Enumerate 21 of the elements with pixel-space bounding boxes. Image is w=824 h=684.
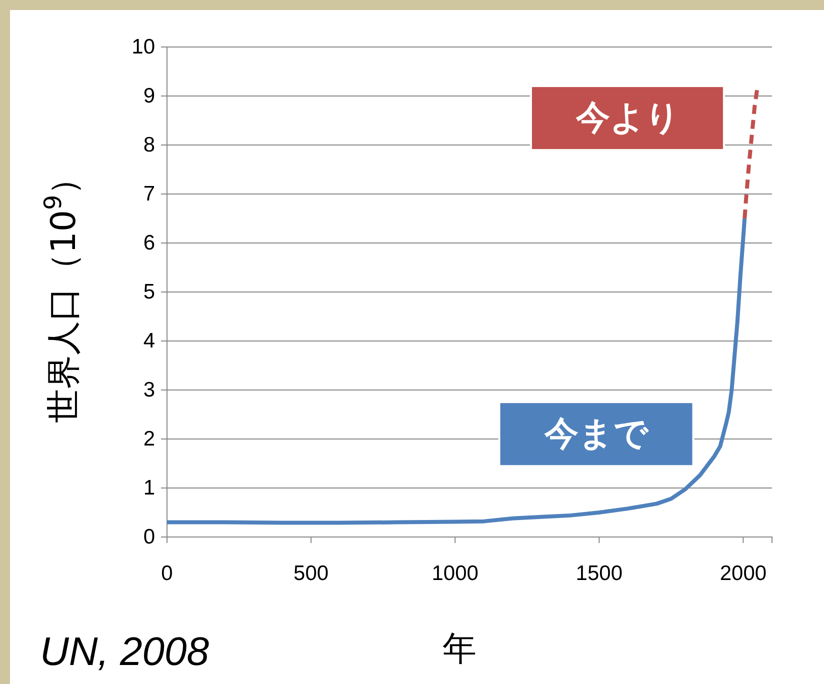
y-tick-label: 8 [143, 134, 155, 157]
x-axis-title: 年 [442, 629, 476, 669]
y-tick-label: 2 [143, 428, 155, 451]
y-tick-label: 4 [143, 330, 156, 353]
y-tick-label: 1 [143, 476, 155, 500]
text: UN, 2008 [40, 630, 210, 674]
x-tick-label: 500 [294, 562, 329, 585]
x-tick-label: 0 [161, 562, 173, 585]
x-tick-label: 1500 [576, 562, 622, 585]
y-tick-label: 0 [143, 526, 155, 549]
text: 今より [574, 98, 680, 138]
y-tick-label: 6 [143, 232, 155, 255]
y-tick-label: 7 [143, 182, 155, 206]
x-tick-label: 2000 [720, 562, 767, 585]
y-tick-label: 9 [143, 84, 155, 108]
y-tick-label: 3 [143, 378, 155, 402]
y-tick-label: 5 [143, 280, 155, 304]
series-label: 今まで [543, 414, 650, 454]
x-tick-label: 1000 [432, 562, 478, 585]
y-tick-label: 10 [132, 36, 155, 59]
line-series [165, 216, 747, 525]
